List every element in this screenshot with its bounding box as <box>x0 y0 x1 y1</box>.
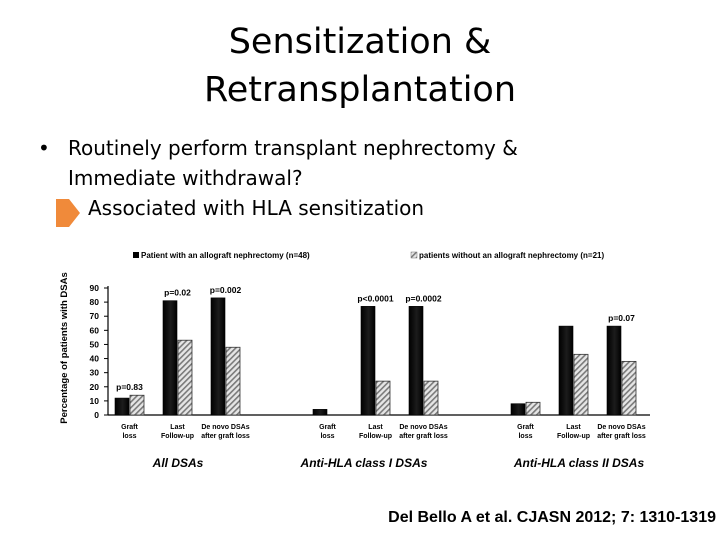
bar-no-nephrectomy <box>375 380 391 416</box>
bar-nephrectomy <box>408 306 424 416</box>
bullet-item: • Routinely perform transplant nephrecto… <box>38 133 698 193</box>
y-tick-label: 10 <box>90 396 100 406</box>
y-tick-label: 40 <box>90 354 100 364</box>
category-label: Graft loss <box>319 424 336 440</box>
legend-swatch-no-nephrectomy <box>410 251 418 259</box>
legend-label-no-nephrectomy: patients without an allograft nephrectom… <box>419 251 604 260</box>
sub-bullet-text: Associated with HLA sensitization <box>88 196 425 220</box>
p-value-label: p=0.002 <box>210 285 242 295</box>
category-label: De novo DSAs after graft loss <box>201 424 250 440</box>
legend-swatch-nephrectomy <box>133 252 139 258</box>
bullet-list: • Routinely perform transplant nephrecto… <box>38 133 698 227</box>
legend-label-nephrectomy: Patient with an allograft nephrectomy (n… <box>141 251 310 260</box>
p-value-label: p=0.0002 <box>405 293 441 303</box>
y-tick-label: 70 <box>90 311 100 321</box>
group-label: Anti-HLA class II DSAs <box>513 456 645 470</box>
bullet-text-line-2: Immediate withdrawal? <box>68 166 303 190</box>
title-line-1: Sensitization & <box>228 22 492 62</box>
bar-no-nephrectomy <box>129 394 145 416</box>
y-tick-label: 50 <box>90 339 100 349</box>
p-value-label: p=0.83 <box>116 382 143 392</box>
category-label: Last Follow-up <box>359 424 392 440</box>
y-axis-label: Percentage of patients with DSAs <box>59 272 70 424</box>
category-label: De novo DSAs after graft loss <box>597 424 646 440</box>
bullet-text-line-1: Routinely perform transplant nephrectomy… <box>68 136 518 160</box>
bar-nephrectomy <box>558 325 574 416</box>
bar-nephrectomy <box>162 300 178 416</box>
sub-bullet-item: Associated with HLA sensitization <box>38 193 698 227</box>
bar-nephrectomy <box>510 403 526 416</box>
y-tick-label: 90 <box>90 283 100 293</box>
bar-nephrectomy <box>210 297 226 416</box>
bar-nephrectomy <box>360 306 376 416</box>
y-tick-label: 20 <box>90 382 100 392</box>
category-label: De novo DSAs after graft loss <box>399 424 448 440</box>
bullet-marker: • <box>38 136 50 160</box>
y-tick-label: 0 <box>94 410 99 420</box>
group-label: All DSAs <box>152 456 204 470</box>
citation: Del Bello A et al. CJASN 2012; 7: 1310-1… <box>388 509 716 526</box>
p-value-label: p<0.0001 <box>357 293 393 303</box>
bar-no-nephrectomy <box>177 339 193 416</box>
y-tick-label: 30 <box>90 368 100 378</box>
y-tick-label: 80 <box>90 297 100 307</box>
p-value-label: p=0.07 <box>608 313 635 323</box>
category-label: Last Follow-up <box>161 424 194 440</box>
bar-no-nephrectomy <box>525 401 541 416</box>
bar-nephrectomy <box>312 409 328 416</box>
bar-no-nephrectomy <box>225 346 241 416</box>
bar-nephrectomy <box>114 397 130 416</box>
y-tick-label: 60 <box>90 325 100 335</box>
bar-no-nephrectomy <box>423 380 439 416</box>
category-label: Graft loss <box>517 424 534 440</box>
bar-no-nephrectomy <box>621 360 637 416</box>
category-label: Last Follow-up <box>557 424 590 440</box>
right-arrow-icon <box>56 199 80 227</box>
bar-no-nephrectomy <box>573 353 589 416</box>
bar-nephrectomy <box>606 325 622 416</box>
p-value-label: p=0.02 <box>164 288 191 298</box>
slide-title: Sensitization & Retransplantation <box>0 18 720 114</box>
category-label: Graft loss <box>121 424 138 440</box>
title-line-2: Retransplantation <box>203 70 517 110</box>
group-label: Anti-HLA class I DSAs <box>300 456 428 470</box>
